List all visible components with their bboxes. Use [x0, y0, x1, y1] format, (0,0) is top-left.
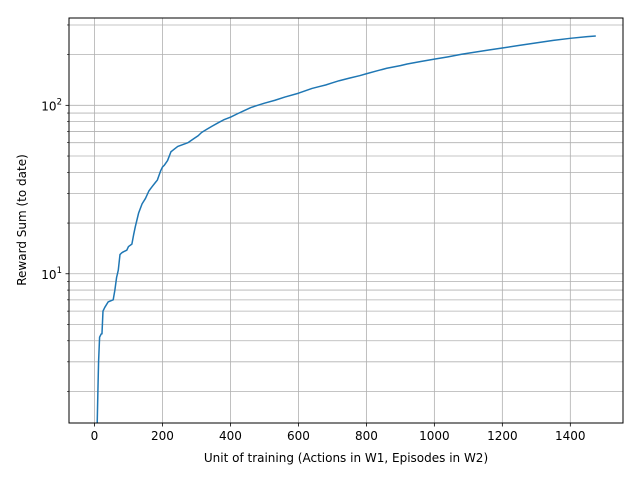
x-tick-label: 200 — [151, 429, 174, 443]
x-tick-label: 800 — [355, 429, 378, 443]
y-axis-label: Reward Sum (to date) — [15, 154, 29, 286]
grid — [69, 18, 623, 423]
y-tick-label: 101 — [41, 266, 62, 282]
x-tick-label: 1200 — [487, 429, 518, 443]
ticks: 0 200 400 600 800 1000 1200 1400 101 102 — [41, 24, 586, 443]
x-tick-label: 1000 — [419, 429, 450, 443]
plot-area — [69, 18, 623, 423]
y-tick-label: 102 — [41, 97, 62, 113]
x-tick-label: 1400 — [555, 429, 586, 443]
reward-sum-line — [96, 35, 596, 424]
series-layer — [96, 35, 596, 424]
axes-frame — [68, 17, 624, 424]
x-tick-label: 600 — [287, 429, 310, 443]
x-tick-label: 400 — [219, 429, 242, 443]
x-tick-label: 0 — [91, 429, 99, 443]
x-axis-label: Unit of training (Actions in W1, Episode… — [204, 451, 488, 465]
